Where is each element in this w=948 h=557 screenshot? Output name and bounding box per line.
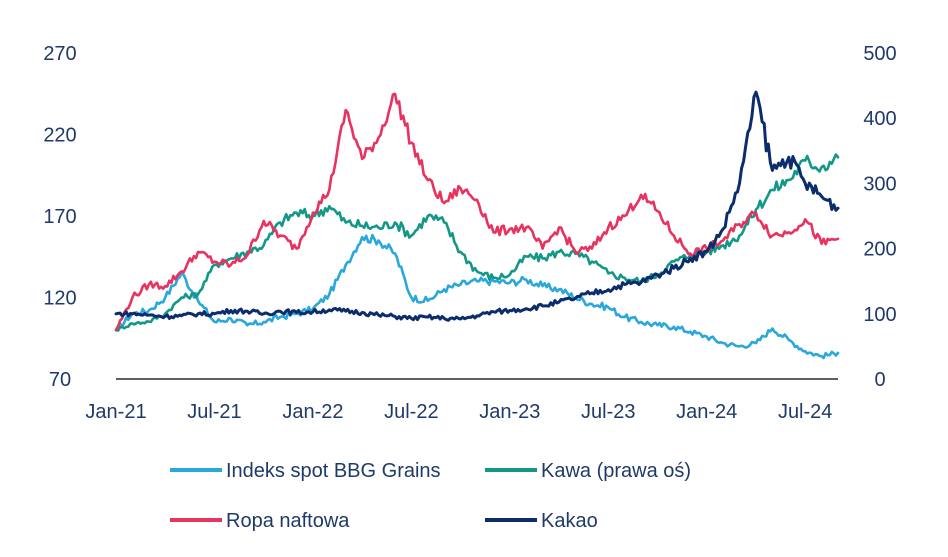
series-line-2: [114, 153, 840, 332]
left-axis-ticks: 70 120 170 220 270: [43, 43, 76, 391]
right-tick-label: 100: [863, 304, 896, 326]
right-tick-label: 400: [863, 108, 896, 130]
x-tick-label: Jan-23: [479, 401, 540, 423]
series-layer: [114, 90, 840, 360]
left-tick-label: 70: [49, 369, 71, 391]
x-tick-label: Jul-21: [187, 401, 241, 423]
x-tick-label: Jul-24: [778, 401, 832, 423]
x-tick-label: Jan-22: [282, 401, 343, 423]
right-tick-label: 300: [863, 173, 896, 195]
right-axis-ticks: 0 100 200 300 400 500: [863, 43, 896, 391]
left-tick-label: 220: [43, 125, 76, 147]
legend: Indeks spot BBG Grains Kawa (prawa oś) Rop…: [170, 460, 691, 532]
right-tick-label: 0: [874, 369, 885, 391]
legend-label: Indeks spot BBG Grains: [226, 460, 441, 482]
right-tick-label: 200: [863, 239, 896, 261]
legend-label: Kawa (prawa oś): [541, 460, 691, 482]
right-tick-label: 500: [863, 43, 896, 65]
legend-label: Ropa naftowa: [226, 510, 350, 532]
left-tick-label: 270: [43, 43, 76, 65]
left-tick-label: 120: [43, 288, 76, 310]
series-line-3: [114, 92, 840, 332]
x-tick-label: Jul-23: [581, 401, 635, 423]
x-axis-ticks: Jan-21 Jul-21 Jan-22 Jul-22 Jan-23 Jul-23 Jan-…: [85, 401, 832, 423]
x-tick-label: Jan-24: [676, 401, 737, 423]
series-line-1: [114, 233, 840, 360]
left-tick-label: 170: [43, 206, 76, 228]
legend-label: Kakao: [541, 510, 598, 532]
x-tick-label: Jan-21: [85, 401, 146, 423]
x-tick-label: Jul-22: [384, 401, 438, 423]
series-line-4: [114, 90, 840, 322]
